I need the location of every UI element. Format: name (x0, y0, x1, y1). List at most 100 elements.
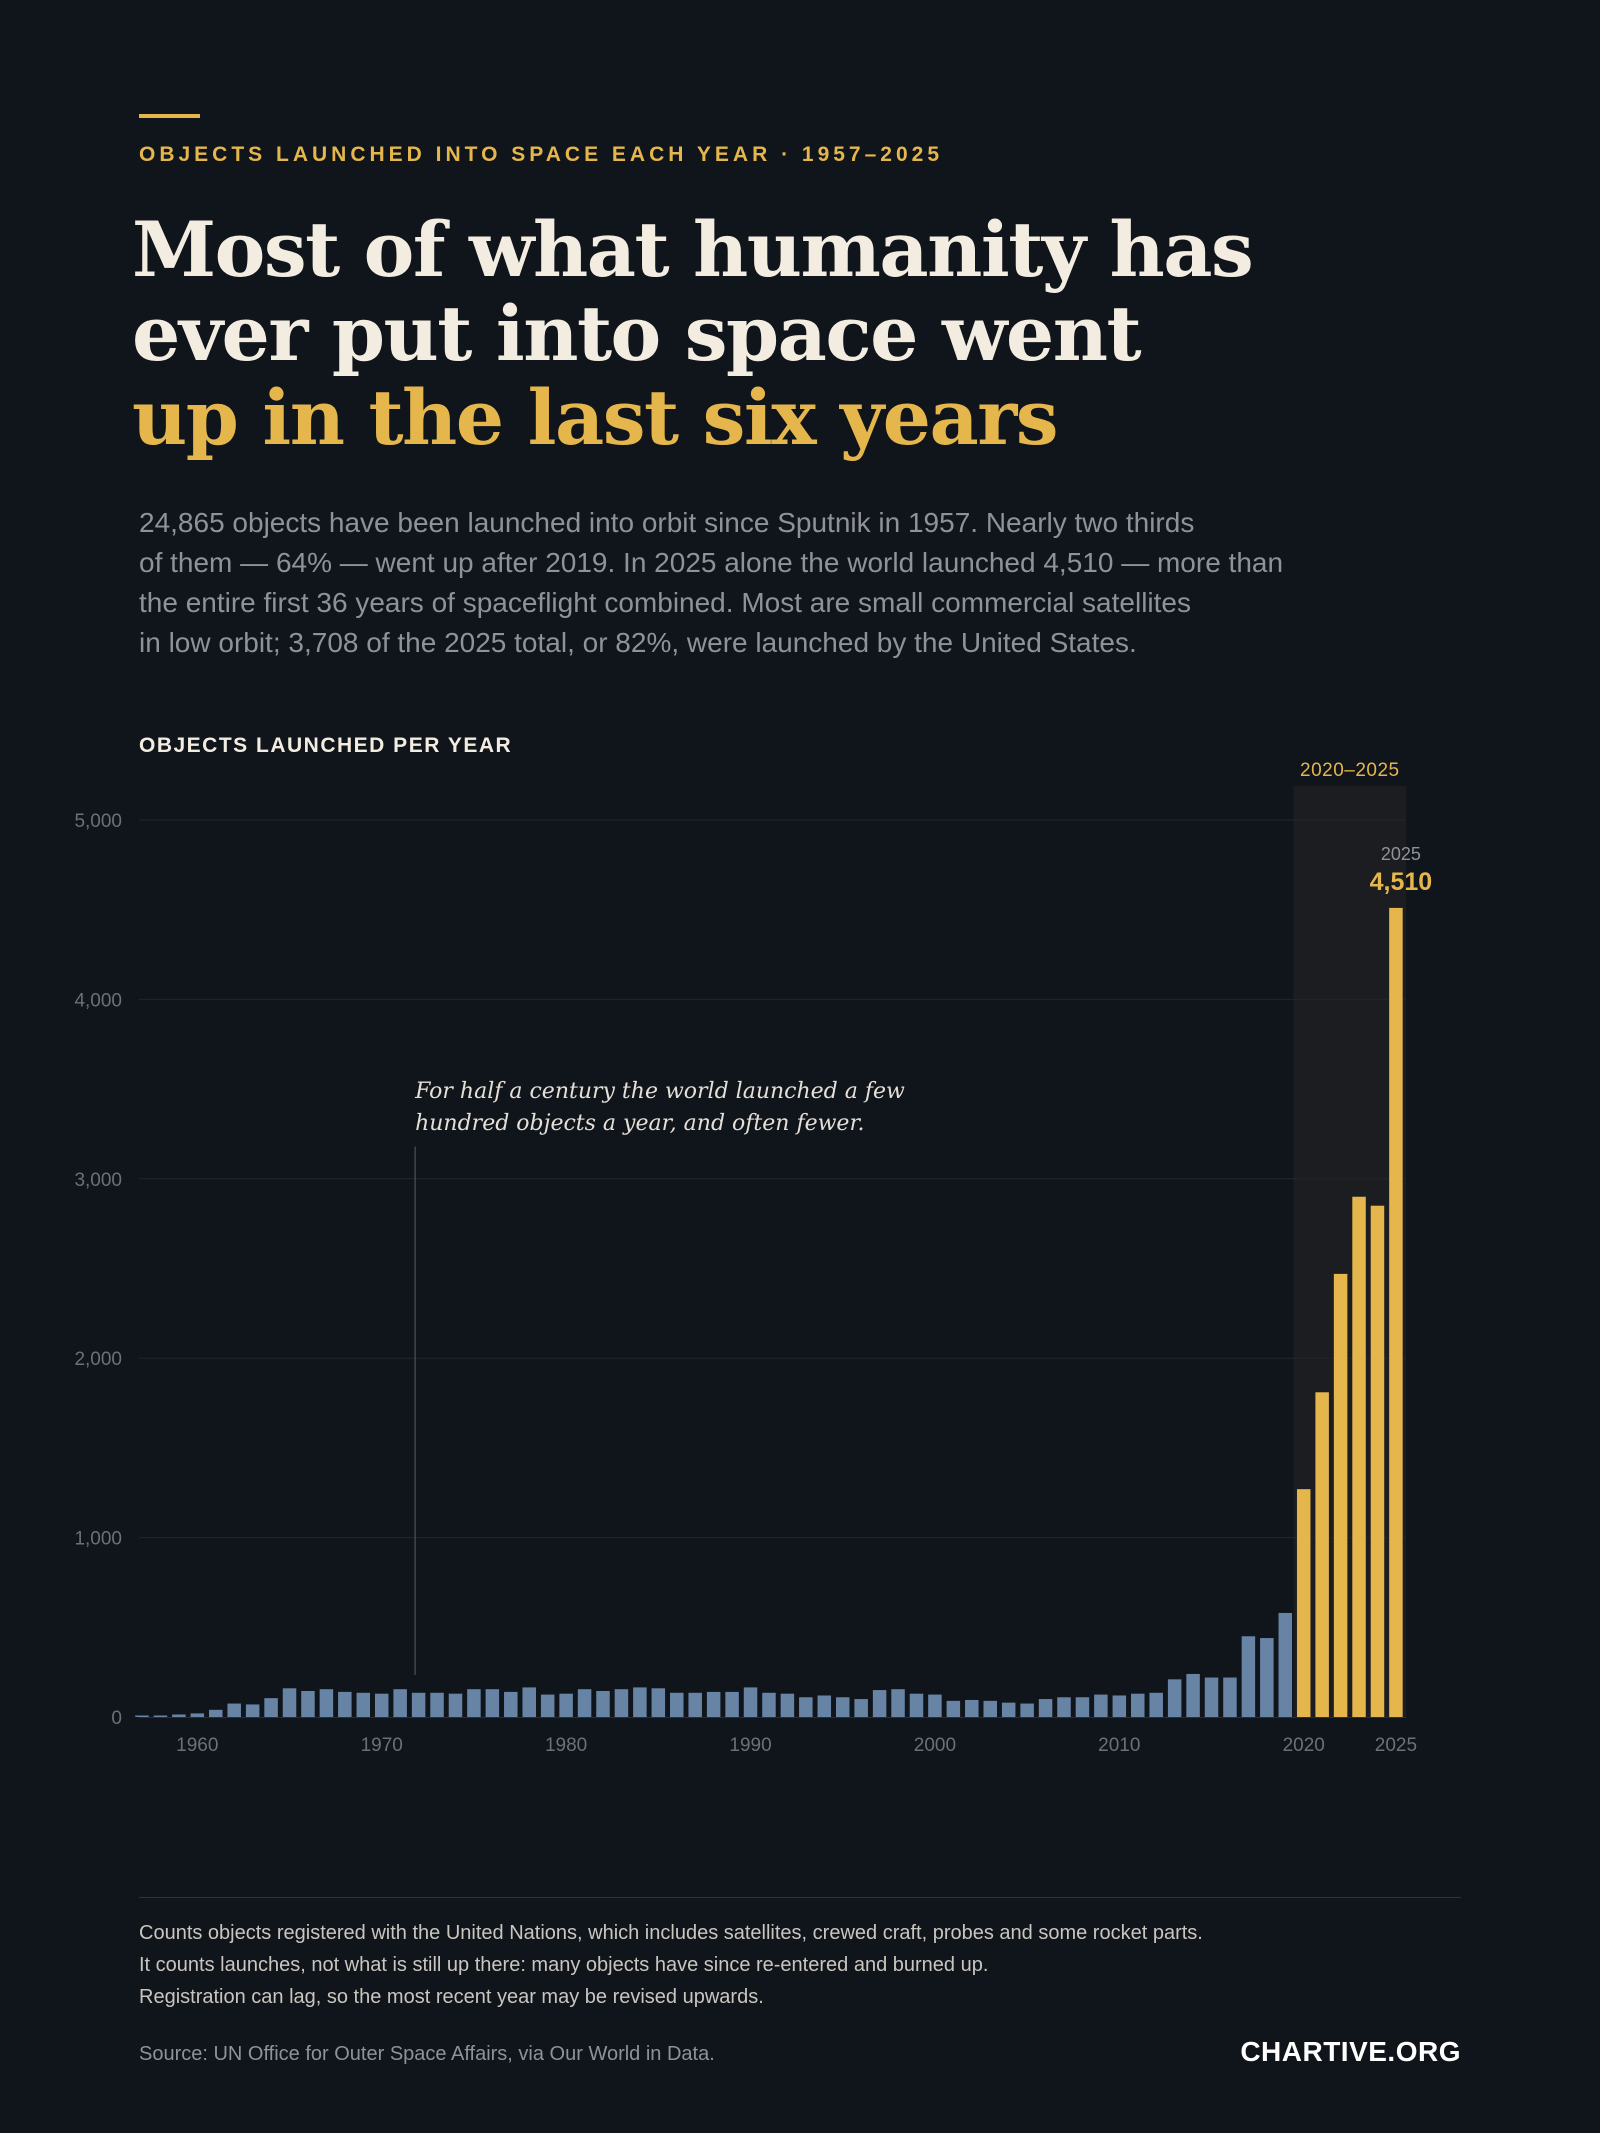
bar-2004 (1001, 1702, 1016, 1717)
headline-line-1: Most of what humanity has (132, 205, 1254, 294)
y-tick-label: 2,000 (74, 1349, 122, 1370)
bar-2018 (1260, 1638, 1274, 1717)
chart-title: OBJECTS LAUNCHED PER YEAR (139, 734, 513, 757)
bar-2007 (1057, 1697, 1071, 1717)
dek-line-2: of them — 64% — went up after 2019. In 2… (139, 547, 1284, 578)
bar-2016 (1223, 1677, 1237, 1717)
bar-chart: 2020–2025 0 1,000 2,000 3,000 4,000 5,000 1960 1… (74, 760, 1433, 1756)
bar-1960 (190, 1713, 205, 1717)
y-tick-label: 0 (111, 1708, 122, 1729)
bar-2012 (1149, 1692, 1163, 1717)
footnote-line-3: Registration can lag, so the most recent… (139, 1986, 764, 2008)
bar-1991 (762, 1692, 776, 1717)
dek-line-1: 24,865 objects have been launched into o… (139, 507, 1195, 538)
kicker: OBJECTS LAUNCHED INTO SPACE EACH YEAR · … (139, 143, 944, 166)
bar-1973 (430, 1692, 444, 1717)
bar-1995 (835, 1697, 850, 1717)
bar-1977 (504, 1691, 518, 1717)
y-tick-label: 3,000 (74, 1170, 122, 1191)
bar-1983 (614, 1689, 629, 1717)
dek-line-3: the entire first 36 years of spaceflight… (139, 587, 1191, 618)
bar-2013 (1167, 1679, 1182, 1717)
source-credit: Source: UN Office for Outer Space Affair… (139, 2043, 715, 2065)
bar-1971 (393, 1689, 407, 1717)
headline-line-2: ever put into space went (132, 289, 1142, 378)
highlight-band-2020-2025 (1293, 786, 1407, 1717)
bar-2022 (1333, 1273, 1348, 1717)
bar-1974 (448, 1693, 463, 1717)
footnote-line-1: Counts objects registered with the Unite… (139, 1922, 1203, 1944)
bar-2011 (1131, 1693, 1145, 1717)
bar-2015 (1204, 1677, 1219, 1717)
bar-2023 (1352, 1196, 1366, 1717)
bar-1963 (245, 1704, 260, 1717)
annotation-text-line-1: For half a century the world launched a … (414, 1079, 905, 1104)
bar-1979 (540, 1694, 555, 1717)
bar-2001 (946, 1700, 961, 1717)
bar-1987 (688, 1692, 702, 1717)
bar-1992 (780, 1693, 795, 1717)
y-tick-label: 1,000 (74, 1529, 122, 1550)
bar-2024 (1370, 1205, 1385, 1717)
bar-1988 (706, 1691, 721, 1717)
bar-2002 (965, 1699, 979, 1717)
bar-2003 (983, 1700, 997, 1717)
brand-logo: CHARTIVE.ORG (1240, 2036, 1461, 2067)
bar-1962 (227, 1703, 241, 1717)
headline: Most of what humanity has ever put into … (132, 208, 1472, 460)
footer-divider (139, 1897, 1461, 1898)
footnotes: Counts objects registered with the Unite… (139, 1917, 1203, 2013)
x-tick-label: 1970 (361, 1735, 403, 1756)
bar-2021 (1315, 1392, 1329, 1717)
annotation-text-line-2: hundred objects a year, and often fewer. (415, 1111, 864, 1136)
kicker-accent-rule (139, 114, 200, 118)
bar-2005 (1020, 1703, 1034, 1717)
footnote-line-2: It counts launches, not what is still up… (139, 1954, 989, 1976)
bar-1961 (209, 1709, 223, 1717)
y-tick-label: 5,000 (74, 811, 122, 832)
dek-line-4: in low orbit; 3,708 of the 2025 total, o… (139, 627, 1137, 658)
bar-1964 (264, 1698, 278, 1717)
bar-1978 (522, 1687, 536, 1717)
x-tick-label: 1980 (545, 1735, 587, 1756)
bar-2010 (1112, 1695, 1127, 1717)
bar-1975 (467, 1689, 481, 1717)
x-tick-label: 2020 (1283, 1735, 1325, 1756)
x-tick-label: 2025 (1375, 1735, 1417, 1756)
bar-1998 (891, 1689, 905, 1717)
bar-1957 (135, 1715, 149, 1717)
bar-1980 (559, 1693, 573, 1717)
highlight-band-label: 2020–2025 (1300, 760, 1400, 781)
bar-1970 (374, 1693, 389, 1717)
peak-value-label: 4,510 (1370, 868, 1433, 896)
bar-2014 (1186, 1673, 1200, 1717)
bar-2006 (1038, 1699, 1053, 1717)
bar-2020 (1296, 1489, 1311, 1717)
bar-2025 (1389, 907, 1403, 1717)
bar-1984 (633, 1687, 647, 1717)
bar-1958 (153, 1715, 168, 1717)
bar-1989 (725, 1691, 739, 1717)
bar-1972 (411, 1692, 426, 1717)
dek: 24,865 objects have been launched into o… (139, 503, 1429, 663)
x-tick-label: 2000 (914, 1735, 956, 1756)
bar-1966 (301, 1690, 315, 1717)
bar-2008 (1075, 1697, 1090, 1717)
bar-1999 (909, 1693, 924, 1717)
headline-highlight-line: up in the last six years (132, 373, 1059, 462)
x-tick-label: 1960 (176, 1735, 218, 1756)
bar-2000 (928, 1694, 942, 1717)
bar-1959 (172, 1714, 186, 1717)
bar-1997 (872, 1690, 887, 1717)
x-tick-label: 2010 (1098, 1735, 1140, 1756)
bar-1969 (356, 1692, 371, 1717)
x-tick-label: 1990 (729, 1735, 771, 1756)
bar-1976 (485, 1689, 500, 1717)
bar-1996 (854, 1699, 868, 1717)
bar-1986 (670, 1692, 684, 1717)
peak-year-label: 2025 (1381, 844, 1421, 864)
bar-2009 (1094, 1694, 1108, 1717)
bar-1965 (282, 1688, 297, 1717)
bar-1985 (651, 1688, 666, 1717)
bar-1982 (596, 1690, 610, 1717)
